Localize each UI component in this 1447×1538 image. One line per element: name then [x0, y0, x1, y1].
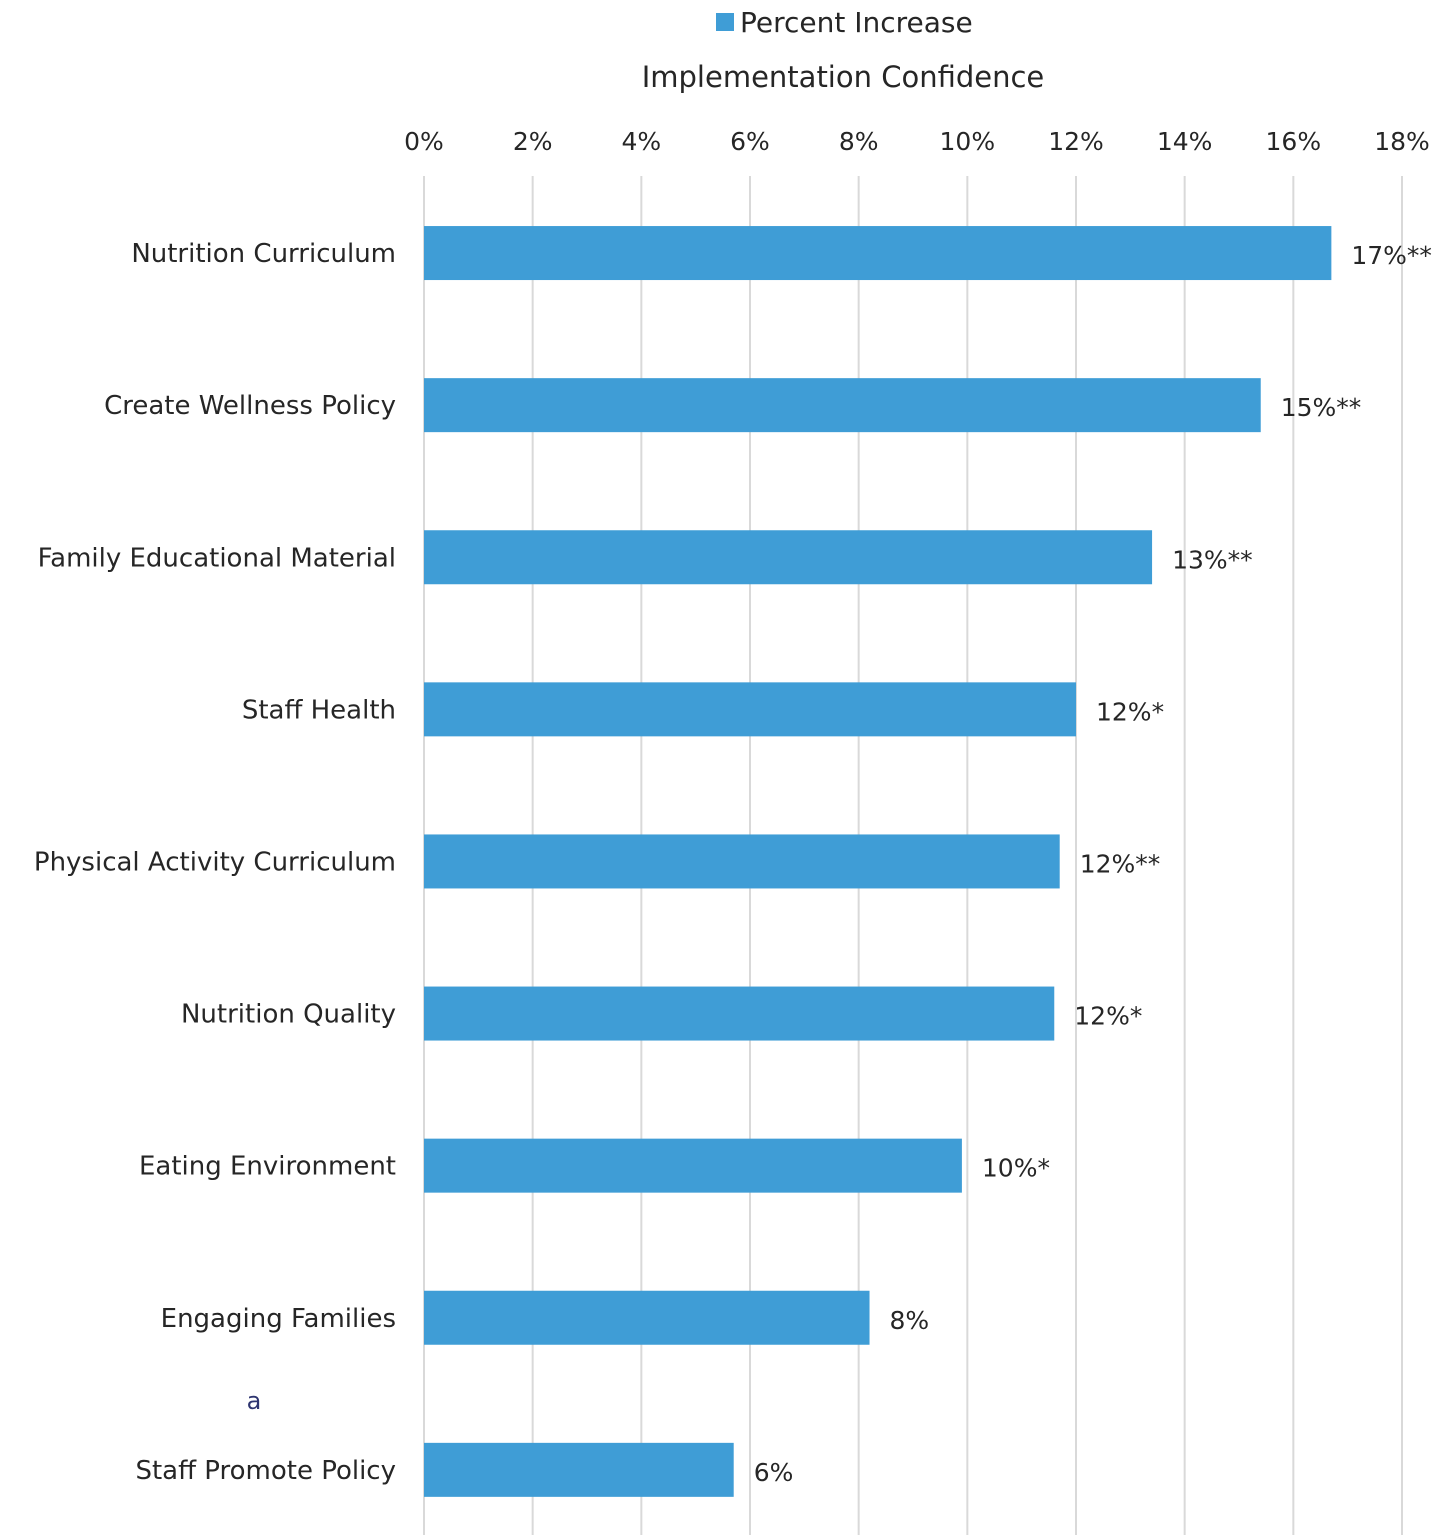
category-label: Staff Promote Policy: [135, 1456, 396, 1486]
x-tick-label: 4%: [621, 127, 661, 156]
data-label: 12%*: [1074, 1002, 1142, 1031]
bar: [424, 226, 1332, 281]
x-tick-label: 2%: [513, 127, 553, 156]
legend-label: Percent Increase: [740, 6, 973, 39]
x-tick-label: 14%: [1157, 127, 1213, 156]
data-label: 6%: [754, 1458, 794, 1487]
x-tick-label: 16%: [1266, 127, 1322, 156]
category-label: Staff Health: [242, 695, 396, 725]
category-label: Nutrition Curriculum: [131, 239, 396, 269]
bars: [424, 226, 1332, 1497]
category-label: Engaging Families: [161, 1304, 396, 1334]
chart-title: Implementation Confidence: [642, 60, 1045, 94]
x-tick-label: 12%: [1048, 127, 1104, 156]
category-label: Physical Activity Curriculum: [34, 847, 396, 877]
bar: [424, 1290, 870, 1345]
legend-swatch: [716, 13, 734, 31]
bar: [424, 1138, 962, 1193]
category-labels: Nutrition Curriculum Create Wellness Poli…: [34, 239, 396, 1486]
category-label: Family Educational Material: [38, 543, 396, 573]
data-label: 10%*: [982, 1154, 1050, 1183]
data-label: 17%**: [1351, 241, 1432, 270]
data-label: 12%**: [1080, 849, 1161, 878]
x-tick-label: 10%: [940, 127, 996, 156]
bar: [424, 834, 1060, 889]
bar: [424, 530, 1153, 585]
x-tick-label: 8%: [839, 127, 879, 156]
category-label: Nutrition Quality: [181, 1000, 396, 1030]
bar: [424, 986, 1055, 1041]
x-tick-label: 18%: [1374, 127, 1430, 156]
data-label: 15%**: [1281, 393, 1362, 422]
x-axis-ticks: 0% 2% 4% 6% 8% 10% 12% 14% 16% 18%: [404, 127, 1430, 156]
category-label: Create Wellness Policy: [104, 391, 396, 421]
x-tick-label: 6%: [730, 127, 770, 156]
bar: [424, 378, 1261, 433]
x-tick-label: 0%: [404, 127, 444, 156]
data-label: 12%*: [1096, 697, 1164, 726]
data-label: 13%**: [1172, 545, 1253, 574]
bar: [424, 1442, 734, 1497]
value-labels: 17%** 15%** 13%** 12%* 12%** 12%* 10%* 8% 6%: [754, 241, 1432, 1487]
bar: [424, 682, 1076, 737]
category-label: Eating Environment: [139, 1152, 396, 1182]
annotation-a: a: [247, 1387, 262, 1415]
legend: Percent Increase: [716, 6, 973, 39]
data-label: 8%: [890, 1306, 930, 1335]
